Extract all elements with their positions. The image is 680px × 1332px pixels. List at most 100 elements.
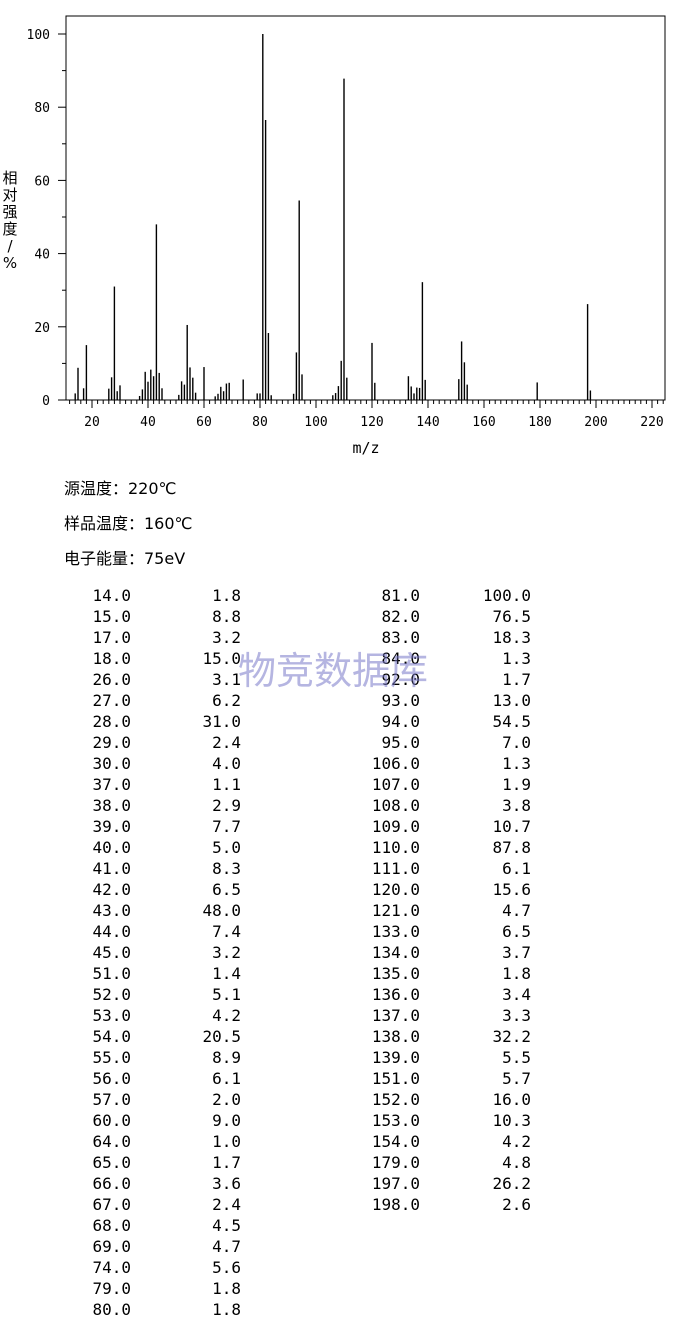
intensity-value: 6.1 [502,859,531,878]
peak-table-row: 60.0 9.0 [0,1110,340,1131]
peak-table-row: 138.0 32.2 [340,1026,680,1047]
intensity-value: 1.9 [502,775,531,794]
intensity-value: 4.2 [502,1132,531,1151]
x-tick-label: 40 [140,415,156,430]
peak-table-row: 179.0 4.8 [340,1152,680,1173]
x-tick-label: 60 [196,415,212,430]
x-tick-label: 100 [304,415,327,430]
peak-table-row: 154.0 4.2 [340,1131,680,1152]
peak-table-row: 108.0 3.8 [340,795,680,816]
peak-table-row: 107.0 1.9 [340,774,680,795]
peak-table-row: 51.0 1.4 [0,963,340,984]
intensity-value: 54.5 [492,712,531,731]
peak-table-row: 42.0 6.5 [0,879,340,900]
intensity-value: 4.5 [212,1216,241,1235]
electron-energy: 电子能量：75eV [64,549,186,568]
x-tick-label: 200 [584,415,607,430]
peak-table-row: 106.0 1.3 [340,753,680,774]
intensity-value: 13.0 [492,691,531,710]
intensity-value: 5.6 [212,1258,241,1277]
mz-value: 43.0 [92,901,131,920]
intensity-value: 18.3 [492,628,531,647]
intensity-value: 1.0 [212,1132,241,1151]
mz-value: 14.0 [92,586,131,605]
intensity-value: 26.2 [492,1174,531,1193]
peak-table-row: 82.0 76.5 [340,606,680,627]
y-axis-label-char: 度 [2,220,18,238]
intensity-value: 1.3 [502,754,531,773]
intensity-value: 16.0 [492,1090,531,1109]
intensity-value: 8.9 [212,1048,241,1067]
peak-table-row: 139.0 5.5 [340,1047,680,1068]
intensity-value: 1.8 [212,586,241,605]
source-temperature: 源温度：220℃ [64,479,177,498]
peak-table-row: 57.0 2.0 [0,1089,340,1110]
intensity-value: 7.0 [502,733,531,752]
peak-table-row: 109.0 10.7 [340,816,680,837]
mz-value: 30.0 [92,754,131,773]
peak-table-row: 68.0 4.5 [0,1215,340,1236]
mz-value: 80.0 [92,1300,131,1319]
mz-value: 42.0 [92,880,131,899]
mz-value: 139.0 [371,1048,420,1067]
peak-table-row: 151.0 5.7 [340,1068,680,1089]
mz-value: 93.0 [381,691,420,710]
mz-value: 67.0 [92,1195,131,1214]
intensity-value: 20.5 [202,1027,241,1046]
peak-table-row: 52.0 5.1 [0,984,340,1005]
y-axis-ticks: 0 20 40 60 80 100 [27,28,66,409]
x-tick-label: 20 [84,415,100,430]
peak-table-row: 80.0 1.8 [0,1299,340,1320]
peak-table-left-column: 14.0 1.8 15.0 8.8 17.0 3.2 18.0 15.0 26.0 3.1 27.0… [0,585,340,1320]
x-axis-ticks: 20 40 60 80 100 120 140 160 180 200 220 [84,400,664,430]
mz-value: 133.0 [371,922,420,941]
mz-value: 82.0 [381,607,420,626]
x-tick-label: 220 [640,415,663,430]
mz-value: 54.0 [92,1027,131,1046]
peak-table-row: 15.0 8.8 [0,606,340,627]
mz-value: 151.0 [371,1069,420,1088]
mz-value: 55.0 [92,1048,131,1067]
x-tick-label: 80 [252,415,268,430]
x-tick-label: 120 [360,415,383,430]
mz-value: 65.0 [92,1153,131,1172]
mz-value: 29.0 [92,733,131,752]
intensity-value: 8.8 [212,607,241,626]
mz-value: 37.0 [92,775,131,794]
peak-table-row: 29.0 2.4 [0,732,340,753]
intensity-value: 6.5 [212,880,241,899]
peak-table-row: 43.0 48.0 [0,900,340,921]
y-axis-label-char: 强 [2,203,18,221]
peak-table-row: 41.0 8.3 [0,858,340,879]
peak-table-row: 38.0 2.9 [0,795,340,816]
mz-value: 136.0 [371,985,420,1004]
intensity-value: 3.7 [502,943,531,962]
intensity-value: 4.7 [502,901,531,920]
mz-value: 94.0 [381,712,420,731]
y-axis-label-char: / [7,237,13,255]
peak-table-row: 94.0 54.5 [340,711,680,732]
x-minor-ticks [69,400,664,404]
intensity-value: 10.7 [492,817,531,836]
peak-table-row: 30.0 4.0 [0,753,340,774]
peak-table-row: 81.0 100.0 [340,585,680,606]
intensity-value: 7.7 [212,817,241,836]
mz-value: 27.0 [92,691,131,710]
peak-table-row: 69.0 4.7 [0,1236,340,1257]
peak-table-row: 74.0 5.6 [0,1257,340,1278]
intensity-value: 1.7 [212,1153,241,1172]
peak-table-row: 28.0 31.0 [0,711,340,732]
intensity-value: 9.0 [212,1111,241,1130]
peak-table-row: 66.0 3.6 [0,1173,340,1194]
intensity-value: 15.0 [202,649,241,668]
plot-frame [65,15,666,401]
intensity-value: 3.4 [502,985,531,1004]
intensity-value: 3.8 [502,796,531,815]
mz-value: 197.0 [371,1174,420,1193]
peak-table-row: 65.0 1.7 [0,1152,340,1173]
intensity-value: 2.4 [212,1195,241,1214]
mz-value: 57.0 [92,1090,131,1109]
y-tick-label: 80 [34,101,50,116]
intensity-value: 8.3 [212,859,241,878]
